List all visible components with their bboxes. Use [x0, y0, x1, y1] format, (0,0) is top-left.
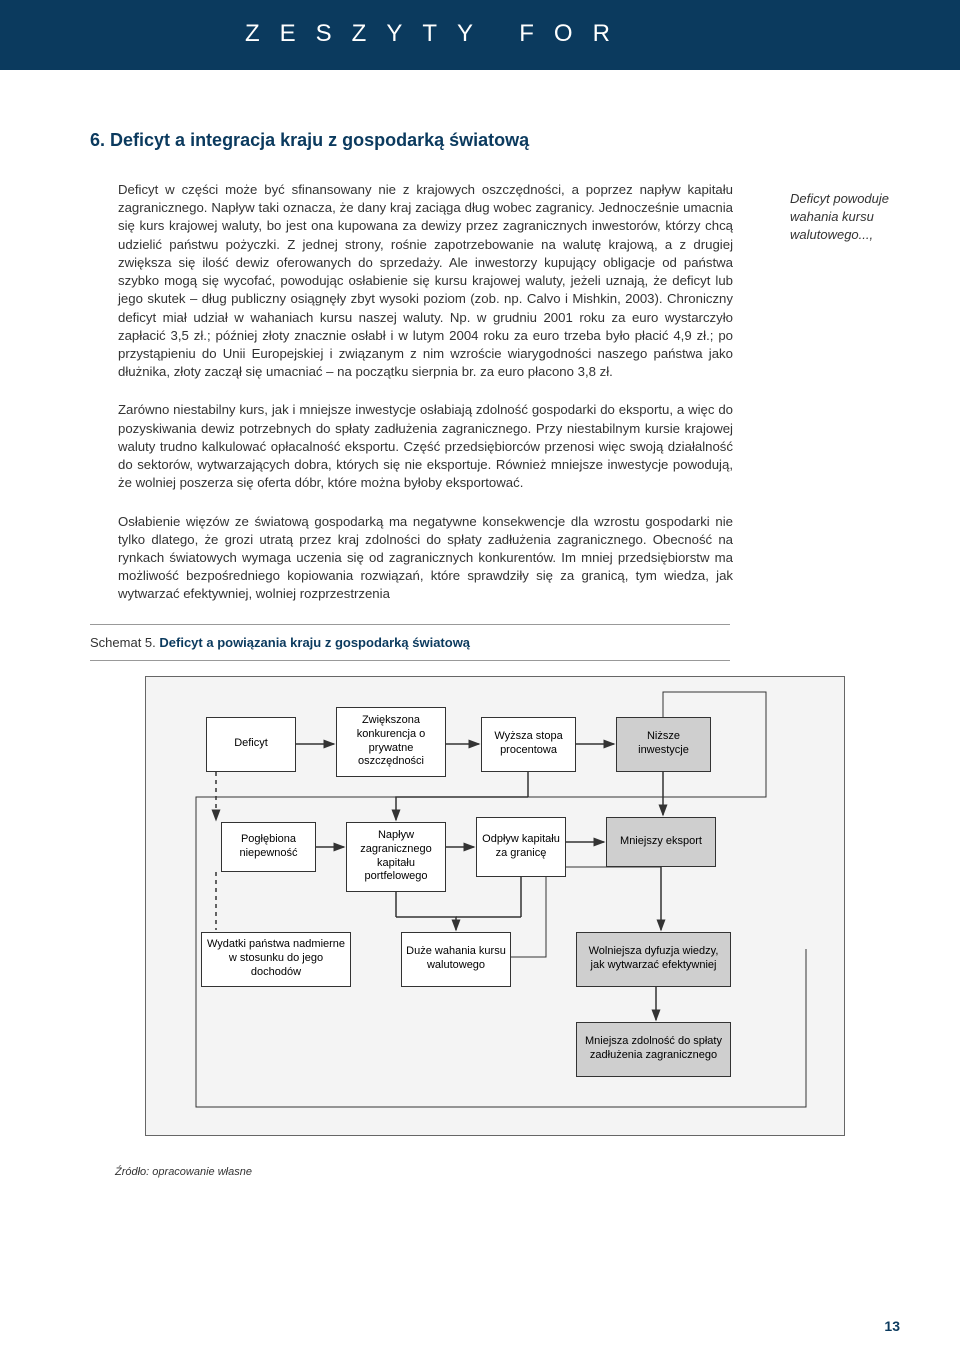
divider-2: [90, 660, 730, 661]
node-dyfuzja: Wolniejsza dyfuzja wiedzy, jak wytwarzać…: [576, 932, 731, 987]
header-title: ZESZYTY FOR: [245, 20, 630, 48]
header-bar: ZESZYTY FOR: [0, 0, 960, 70]
section-number: 6.: [90, 130, 105, 150]
schema-caption: Schemat 5. Deficyt a powiązania kraju z …: [90, 635, 870, 650]
margin-note: Deficyt powoduje wahania kursu walutoweg…: [790, 190, 925, 245]
node-inwestycje: Niższe inwestycje: [616, 717, 711, 772]
node-niepewnosc: Pogłębiona niepewność: [221, 822, 316, 872]
paragraph-3: Osłabienie więzów ze światową gospodarką…: [118, 513, 733, 604]
flowchart-diagram: Deficyt Zwiększona konkurencja o prywatn…: [145, 676, 845, 1136]
node-naplyw: Napływ zagranicznego kapitału portfelowe…: [346, 822, 446, 892]
source-note: Źródło: opracowanie własne: [115, 1166, 870, 1178]
node-konkurencja: Zwiększona konkurencja o prywatne oszczę…: [336, 707, 446, 777]
section-heading: Deficyt a integracja kraju z gospodarką …: [110, 130, 529, 150]
node-wydatki: Wydatki państwa nadmierne w stosunku do …: [201, 932, 351, 987]
schema-title-text: Deficyt a powiązania kraju z gospodarką …: [159, 635, 470, 650]
page-number: 13: [884, 1318, 900, 1334]
node-eksport: Mniejszy eksport: [606, 817, 716, 867]
content-area: 6. Deficyt a integracja kraju z gospodar…: [90, 130, 870, 1178]
divider: [90, 624, 730, 625]
node-stopa: Wyższa stopa procentowa: [481, 717, 576, 772]
schema-label-text: Schemat 5.: [90, 635, 156, 650]
node-zdolnosc: Mniejsza zdolność do spłaty zadłużenia z…: [576, 1022, 731, 1077]
paragraph-2: Zarówno niestabilny kurs, jak i mniejsze…: [118, 401, 733, 492]
section-title: 6. Deficyt a integracja kraju z gospodar…: [90, 130, 870, 151]
node-deficyt: Deficyt: [206, 717, 296, 772]
paragraph-1: Deficyt w części może być sfinansowany n…: [118, 181, 733, 381]
node-odplyw: Odpływ kapitału za granicę: [476, 817, 566, 877]
node-wahania: Duże wahania kursu walutowego: [401, 932, 511, 987]
